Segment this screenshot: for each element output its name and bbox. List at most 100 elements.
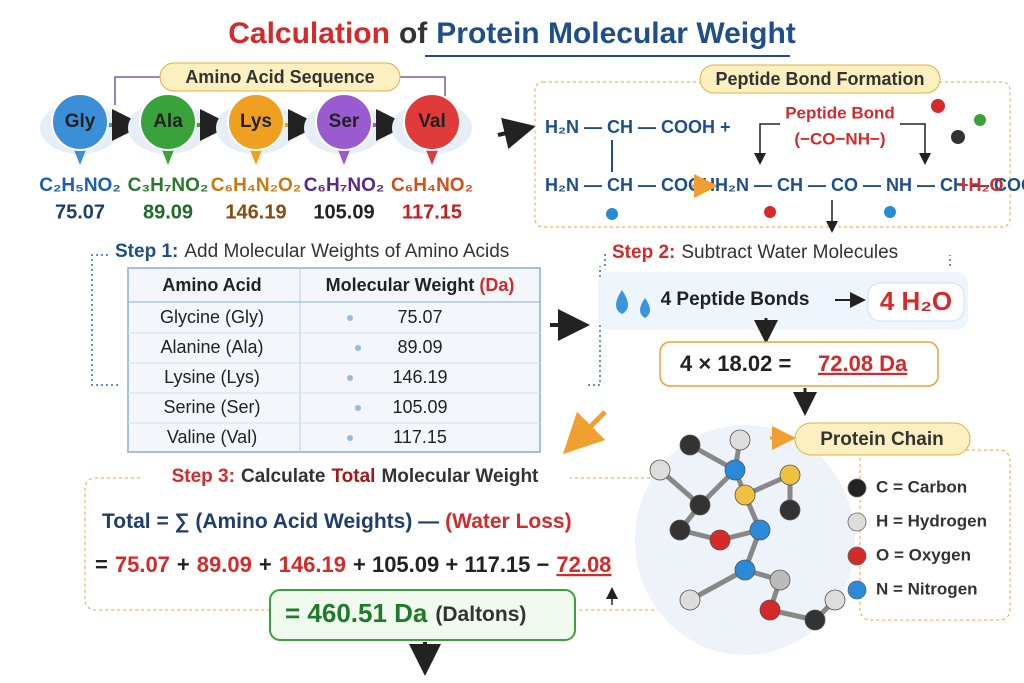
table-cell: 89.09 bbox=[397, 337, 442, 357]
chain-bead bbox=[347, 375, 353, 381]
atom bbox=[606, 208, 618, 220]
atom bbox=[749, 519, 771, 541]
sequence-label-box bbox=[159, 62, 401, 92]
legend-swatch bbox=[847, 546, 867, 566]
table-cell: Valine (Val) bbox=[167, 427, 257, 447]
atom bbox=[734, 484, 756, 506]
title-part: Protein Molecular Weight bbox=[436, 17, 796, 50]
result: = 460.51 Da (Daltons) bbox=[285, 598, 526, 628]
table-cell: Serine (Ser) bbox=[163, 397, 260, 417]
atom bbox=[679, 434, 701, 456]
water-product: +H₂O bbox=[958, 175, 1004, 195]
equation-term: + 105.09 + 117.15 − bbox=[353, 552, 549, 577]
arrow bbox=[900, 123, 931, 165]
bonds-text: 4 Peptide Bonds bbox=[661, 289, 810, 310]
formula-text: Total = ∑ (Amino Acid Weights) — bbox=[102, 510, 439, 533]
amino-acid-bubble bbox=[51, 93, 109, 151]
table-cell: Lysine (Lys) bbox=[164, 367, 260, 387]
result-value: = 460.51 Da bbox=[285, 598, 428, 628]
atom bbox=[951, 130, 965, 144]
legend-item: N = Nitrogen bbox=[876, 579, 978, 598]
atom bbox=[769, 569, 791, 591]
table-cell: Alanine (Ala) bbox=[160, 337, 263, 357]
step-text: Add Molecular Weights of Amino Acids bbox=[184, 241, 509, 262]
formula-loss: (Water Loss) bbox=[445, 510, 571, 533]
reactant: H₂N — CH — COOH + bbox=[545, 117, 731, 137]
atom bbox=[779, 464, 801, 486]
water-box bbox=[867, 282, 965, 322]
atom bbox=[649, 459, 671, 481]
table-cell: 117.15 bbox=[393, 427, 447, 447]
protein-model bbox=[635, 425, 855, 655]
step-label: Step 2: bbox=[612, 242, 675, 263]
atom bbox=[931, 99, 945, 113]
step3-heading-bg bbox=[140, 464, 570, 490]
atom bbox=[884, 206, 896, 218]
step-text: Molecular Weight bbox=[381, 466, 539, 487]
arrow bbox=[562, 410, 607, 455]
product: H₂N — CH — CO — NH — CH — COOH bbox=[715, 175, 1024, 195]
legend-item: O = Oxygen bbox=[876, 545, 971, 564]
atom bbox=[759, 599, 781, 621]
formula: Total = ∑ (Amino Acid Weights) — (Water L… bbox=[102, 510, 572, 533]
atom bbox=[734, 559, 756, 581]
amino-acid-weight: 75.07 bbox=[55, 201, 105, 223]
legend-title: Protein Chain bbox=[820, 429, 944, 450]
amino-acid-formula: C₃H₇NO₂ bbox=[128, 175, 209, 196]
chain-bead bbox=[355, 405, 361, 411]
bond-group: (−CO−NH−) bbox=[794, 129, 885, 148]
chain-bead bbox=[347, 435, 353, 441]
amino-acid-weight: 117.15 bbox=[402, 201, 462, 223]
amino-acid-weight: 105.09 bbox=[313, 201, 374, 223]
table-cell: 146.19 bbox=[392, 367, 447, 387]
equation-term: = bbox=[95, 552, 108, 577]
table-header-unit: (Da) bbox=[479, 275, 514, 295]
bond-label: Peptide Bond bbox=[785, 103, 895, 122]
equation-term: + bbox=[177, 552, 190, 577]
legend-item: C = Carbon bbox=[876, 477, 967, 496]
amino-acid-weight: 89.09 bbox=[143, 201, 193, 223]
atom bbox=[669, 519, 691, 541]
amino-acid-bubble bbox=[315, 93, 373, 151]
result-box bbox=[269, 589, 576, 641]
equation-term: + bbox=[259, 552, 272, 577]
atom bbox=[724, 459, 746, 481]
step-bracket bbox=[91, 254, 118, 386]
step-label: Step 3: bbox=[172, 466, 235, 487]
atom bbox=[824, 589, 846, 611]
water-loss: 72.08 Da bbox=[818, 351, 908, 376]
legend-swatch bbox=[847, 478, 867, 498]
step-heading: Step 1: Add Molecular Weights of Amino Ac… bbox=[115, 241, 509, 262]
legend: C = Carbon H = Hydrogen O = Oxygen N = Nitr… bbox=[847, 477, 987, 600]
step-heading: Step 3: Calculate Total Molecular Weight bbox=[172, 466, 539, 487]
atom bbox=[764, 206, 776, 218]
title-part: Calculation bbox=[228, 17, 390, 50]
step-text: Total bbox=[331, 466, 375, 487]
amino-acid-formula: C₂H₅NO₂ bbox=[39, 175, 121, 196]
equation-term: 146.19 bbox=[279, 552, 346, 577]
calc-box bbox=[659, 341, 939, 387]
water-drops bbox=[616, 290, 650, 318]
amino-acid-formula: C₆H₇NO₂ bbox=[304, 175, 385, 196]
table-cell: 75.07 bbox=[397, 307, 442, 327]
atom bbox=[804, 609, 826, 631]
amino-acid-code: Val bbox=[418, 111, 445, 132]
water-text: 4 H₂O bbox=[880, 286, 952, 316]
table bbox=[127, 267, 541, 453]
legend-item: H = Hydrogen bbox=[876, 511, 987, 530]
reactant: H₂N — CH — COOH bbox=[545, 175, 715, 195]
title-part: of bbox=[399, 17, 428, 50]
reaction-label-box bbox=[699, 64, 941, 94]
table-body: Amino Acid Molecular Weight (Da) Glycine … bbox=[128, 275, 540, 447]
step-label: Step 1: bbox=[115, 241, 178, 262]
amino-acid-code: Ala bbox=[153, 111, 183, 132]
amino-acid-formula: C₆H₄N₂O₂ bbox=[211, 175, 302, 196]
legend-title-box bbox=[794, 422, 971, 456]
amino-acid-bubble bbox=[139, 93, 197, 151]
step-text: Subtract Water Molecules bbox=[681, 242, 898, 263]
chain-bead bbox=[355, 345, 361, 351]
atom bbox=[689, 494, 711, 516]
amino-acid-code: Gly bbox=[65, 111, 96, 132]
